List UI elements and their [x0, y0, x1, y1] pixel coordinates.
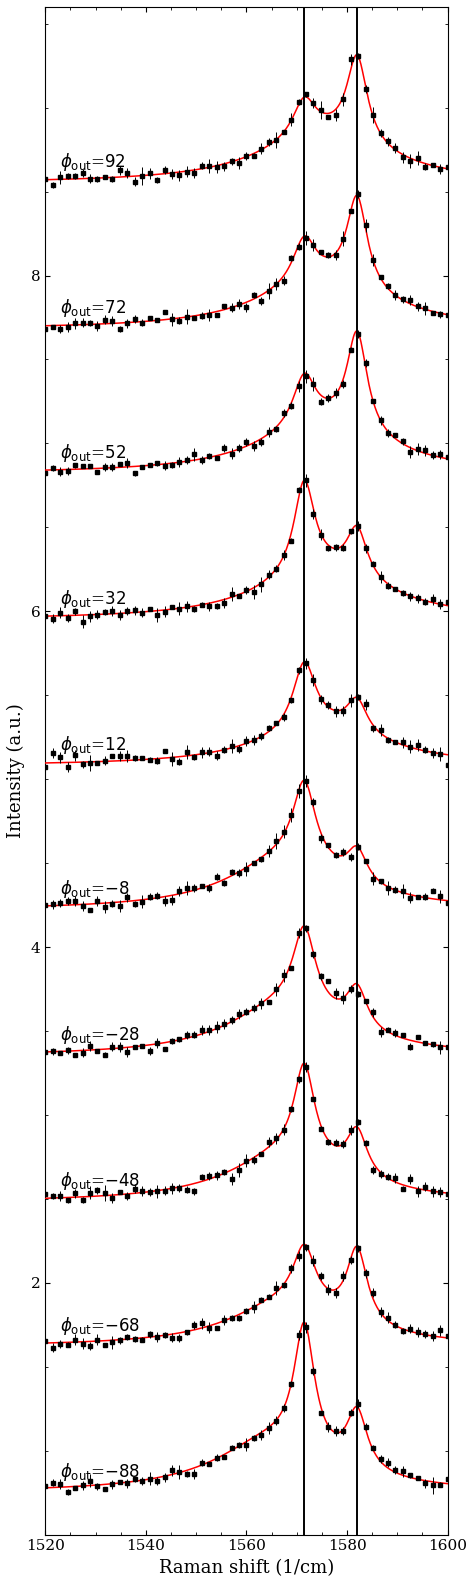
Text: $\phi_{\rm out}$=$-48$: $\phi_{\rm out}$=$-48$: [61, 1171, 141, 1193]
Text: $\phi_{\rm out}$=$-68$: $\phi_{\rm out}$=$-68$: [61, 1315, 141, 1337]
Text: $\phi_{\rm out}$=$92$: $\phi_{\rm out}$=$92$: [61, 150, 126, 173]
X-axis label: Raman shift (1/cm): Raman shift (1/cm): [159, 1559, 334, 1578]
Text: $\phi_{\rm out}$=$72$: $\phi_{\rm out}$=$72$: [61, 298, 127, 320]
Text: $\phi_{\rm out}$=$-8$: $\phi_{\rm out}$=$-8$: [61, 878, 130, 900]
Text: $\phi_{\rm out}$=$32$: $\phi_{\rm out}$=$32$: [61, 588, 127, 610]
Text: $\phi_{\rm out}$=$-28$: $\phi_{\rm out}$=$-28$: [61, 1025, 141, 1045]
Text: $\phi_{\rm out}$=$12$: $\phi_{\rm out}$=$12$: [61, 733, 127, 756]
Text: $\phi_{\rm out}$=$-88$: $\phi_{\rm out}$=$-88$: [61, 1460, 141, 1483]
Y-axis label: Intensity (a.u.): Intensity (a.u.): [7, 703, 25, 838]
Text: $\phi_{\rm out}$=$52$: $\phi_{\rm out}$=$52$: [61, 442, 127, 464]
